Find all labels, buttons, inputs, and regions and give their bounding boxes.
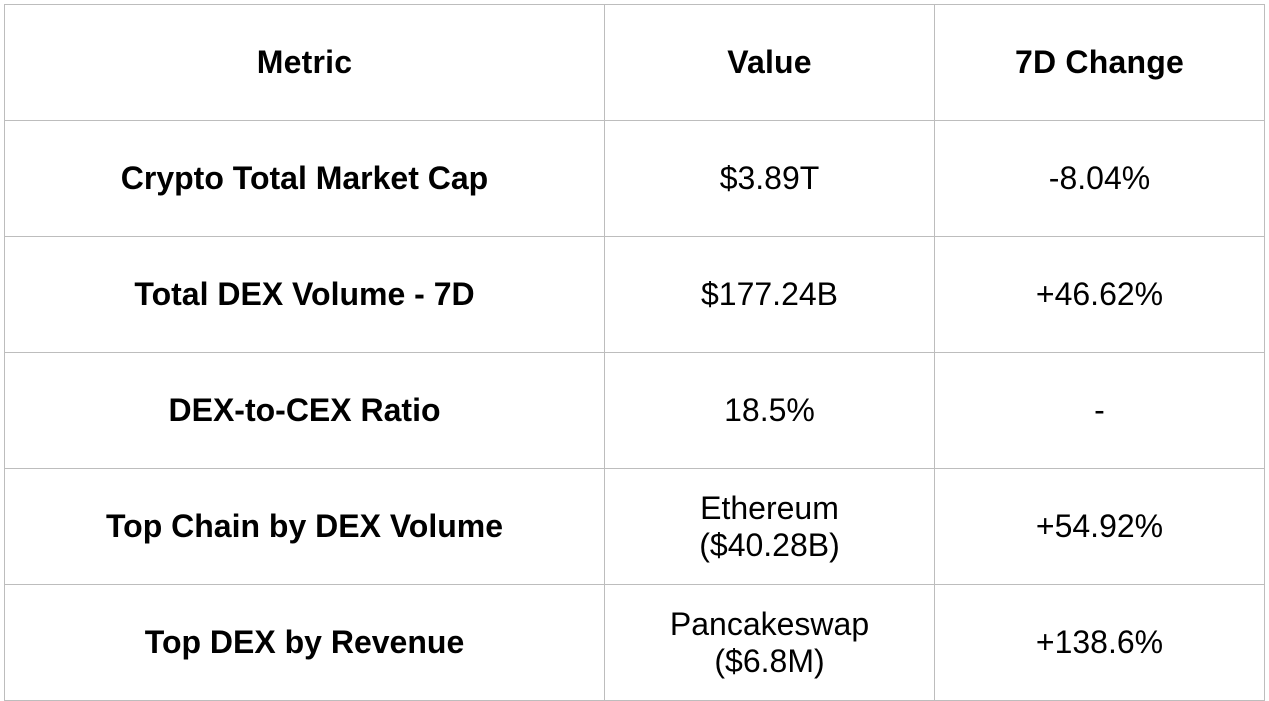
value-cell: Pancakeswap ($6.8M)	[604, 584, 935, 701]
value-cell: 18.5%	[604, 352, 935, 469]
value-cell: $177.24B	[604, 236, 935, 353]
header-value: Value	[604, 4, 935, 121]
table-row: Crypto Total Market Cap $3.89T -8.04%	[4, 120, 1265, 237]
value-cell: Ethereum ($40.28B)	[604, 468, 935, 585]
value-subline: ($6.8M)	[714, 642, 825, 679]
value-line: 18.5%	[724, 392, 815, 429]
value-line: Pancakeswap	[669, 605, 870, 642]
value-line: $3.89T	[719, 160, 820, 197]
value-line: Ethereum	[700, 489, 839, 526]
change-cell: -8.04%	[934, 120, 1265, 237]
table-row: Top Chain by DEX Volume Ethereum ($40.28…	[4, 468, 1265, 585]
table-row: DEX-to-CEX Ratio 18.5% -	[4, 352, 1265, 469]
change-cell: -	[934, 352, 1265, 469]
table-body: Crypto Total Market Cap $3.89T -8.04% To…	[4, 120, 1265, 701]
metric-cell: Total DEX Volume - 7D	[4, 236, 605, 353]
change-cell: +54.92%	[934, 468, 1265, 585]
value-line: $177.24B	[700, 276, 838, 313]
metric-cell: Crypto Total Market Cap	[4, 120, 605, 237]
metrics-table-container: Metric Value 7D Change Crypto Total Mark…	[4, 4, 1265, 701]
header-metric: Metric	[4, 4, 605, 121]
table-header: Metric Value 7D Change	[4, 4, 1265, 121]
change-cell: +138.6%	[934, 584, 1265, 701]
change-cell: +46.62%	[934, 236, 1265, 353]
table-row: Total DEX Volume - 7D $177.24B +46.62%	[4, 236, 1265, 353]
table-row: Top DEX by Revenue Pancakeswap ($6.8M) +…	[4, 584, 1265, 701]
metric-cell: Top Chain by DEX Volume	[4, 468, 605, 585]
value-subline: ($40.28B)	[699, 526, 840, 563]
value-cell: $3.89T	[604, 120, 935, 237]
metric-cell: Top DEX by Revenue	[4, 584, 605, 701]
metrics-table: Metric Value 7D Change Crypto Total Mark…	[4, 4, 1265, 701]
metric-cell: DEX-to-CEX Ratio	[4, 352, 605, 469]
header-row: Metric Value 7D Change	[4, 4, 1265, 121]
header-7d-change: 7D Change	[934, 4, 1265, 121]
